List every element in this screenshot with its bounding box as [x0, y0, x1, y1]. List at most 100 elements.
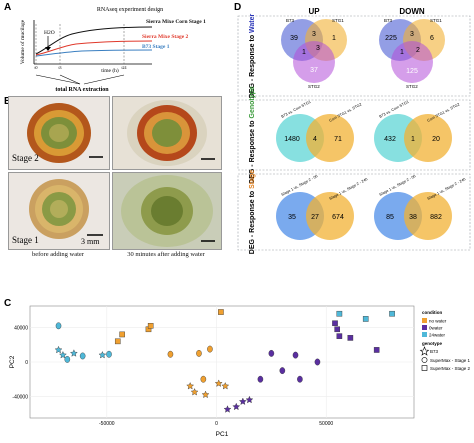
panel-a-ylabel: Volume of mucilage — [19, 19, 26, 64]
venn-value-stg2-only: 37 — [310, 67, 318, 74]
data-point — [232, 402, 241, 411]
data-point — [268, 349, 275, 357]
photo-stage1-after — [112, 172, 222, 250]
data-point — [196, 349, 202, 357]
data-point — [79, 352, 86, 360]
label-stage2: Stage 2 — [12, 153, 39, 163]
row-label-genotype: DEG - Response to Genotype — [249, 86, 256, 184]
timepoint-t24: t24 — [121, 65, 126, 70]
data-point — [223, 405, 232, 413]
data-point — [186, 382, 195, 390]
timepoint-t3: t3 — [58, 65, 61, 70]
plot-points — [54, 309, 395, 413]
plot-grid — [30, 306, 414, 418]
legend-circle-icon — [421, 357, 428, 363]
legend-label-b73: B73 — [430, 349, 439, 354]
row-label-water: DEG - Response to Water — [249, 13, 256, 98]
seed-core — [152, 119, 182, 147]
legend-swatch-no-water — [422, 318, 427, 323]
photo-stage1-before: Stage 1 3 mm — [8, 172, 110, 250]
water-arrow-head — [45, 47, 51, 51]
venn-genotype-up: B73 vs. Corn STG1 Corn STG1 vs. STG2 148… — [276, 100, 362, 162]
data-point — [297, 375, 303, 383]
venn-value-shared: 1 — [411, 136, 415, 143]
data-point — [336, 310, 343, 317]
panel-a-title: RNAseq experiment design — [97, 7, 163, 13]
legend-label-stage1: SuperMax - Stage 1 — [430, 358, 471, 363]
caption-after: 30 minutes after adding water — [127, 251, 205, 258]
panel-letter-a: A — [4, 2, 12, 13]
venn-value-left-only: 35 — [288, 214, 296, 221]
series-line-b73 — [35, 49, 153, 57]
venn-set-right — [404, 114, 452, 162]
legend-label-no-water: no water — [429, 319, 447, 324]
venn-label-stg2: STG2 — [308, 84, 320, 89]
seed-center — [50, 200, 68, 218]
venn-value-b73-stg1: 3 — [410, 31, 414, 38]
panel-letter-b: B — [4, 96, 11, 107]
data-point — [292, 351, 299, 359]
legend: condition no water 0water 24water genoty… — [419, 310, 471, 371]
legend-swatch-24water — [422, 332, 427, 337]
data-point — [119, 331, 125, 338]
extraction-label: total RNA extraction — [55, 87, 109, 93]
scale-label: 3 mm — [81, 237, 100, 246]
row-label-stage: DEG - Response to Stage — [249, 170, 256, 255]
venn-value-b73-only: 39 — [290, 35, 298, 42]
venn-label-b73: B73 — [384, 18, 393, 23]
venn-value-all: 3 — [316, 45, 320, 52]
panel-a: RNAseq experiment design Volume of mucil… — [12, 2, 232, 94]
photo-stage2-after — [112, 96, 222, 170]
venn-water-up: B73 STG1 STG2 39 3 1 1 3 37 — [281, 18, 347, 89]
legend-star-icon — [419, 346, 430, 356]
venn-value-right-only: 20 — [432, 136, 440, 143]
data-point — [147, 323, 154, 329]
data-point — [257, 375, 264, 383]
data-point — [190, 388, 199, 396]
venn-value-stg2-only: 125 — [406, 68, 418, 75]
panel-a-xlabel: time (h) — [101, 67, 119, 74]
data-point — [58, 350, 67, 359]
venn-value-left-only: 432 — [384, 136, 396, 143]
data-point — [207, 345, 213, 353]
legend-swatch-0water — [422, 325, 427, 330]
venn-set-stg2 — [293, 41, 335, 83]
venn-set-right — [306, 192, 354, 240]
data-point — [214, 379, 223, 387]
h2o-label: H2O — [44, 30, 55, 36]
legend-genotype-title: genotype — [422, 341, 442, 346]
venn-stage-down: Stage 1 vs. Stage 2 - 0h Stage 1 vs. Sta… — [374, 174, 466, 240]
data-point — [238, 397, 247, 405]
legend-condition-title: condition — [422, 310, 442, 315]
venn-value-all: 2 — [416, 47, 420, 54]
venn-label-right: Stage 1 vs. Stage 2 - 24h — [329, 177, 369, 201]
extraction-arrow-t24 — [83, 74, 125, 85]
label-stage1: Stage 1 — [12, 235, 39, 245]
legend-square-icon — [421, 365, 428, 371]
data-point — [54, 345, 63, 354]
caption-before: before adding water — [32, 251, 84, 258]
series-line-stage2 — [35, 40, 153, 56]
col-up: UP — [308, 7, 320, 16]
data-point — [362, 316, 369, 322]
venn-value-left-only: 1480 — [284, 136, 300, 143]
panel-c: -50000 0 50000 40000 0 -40000 PC1 PC2 conditi… — [8, 302, 474, 438]
row-box-water — [237, 15, 471, 97]
venn-set-right — [306, 114, 354, 162]
venn-value-shared: 38 — [409, 214, 417, 221]
data-point — [64, 356, 71, 363]
y-axis-label: PC2 — [9, 355, 16, 368]
x-tick-label: -50000 — [99, 421, 115, 427]
data-point — [69, 349, 78, 357]
series-label-stage2: Sierra Mixe Stage 2 — [142, 34, 189, 40]
series-label-stage1-corn: Sierra Mixe Corn Stage 1 — [146, 19, 206, 25]
data-point — [373, 347, 380, 353]
legend-label-stage2: SuperMax - Stage 2 — [430, 366, 471, 371]
plot-ticks: -50000 0 50000 40000 0 -40000 — [12, 325, 333, 427]
venn-value-stg1-only: 6 — [430, 35, 434, 42]
venn-value-stg1-only: 1 — [332, 35, 336, 42]
y-tick-label: -40000 — [12, 394, 28, 400]
seed-core — [151, 196, 183, 226]
data-point — [221, 381, 230, 390]
venn-label-right: Stage 1 vs. Stage 2 - 24h — [427, 177, 467, 201]
